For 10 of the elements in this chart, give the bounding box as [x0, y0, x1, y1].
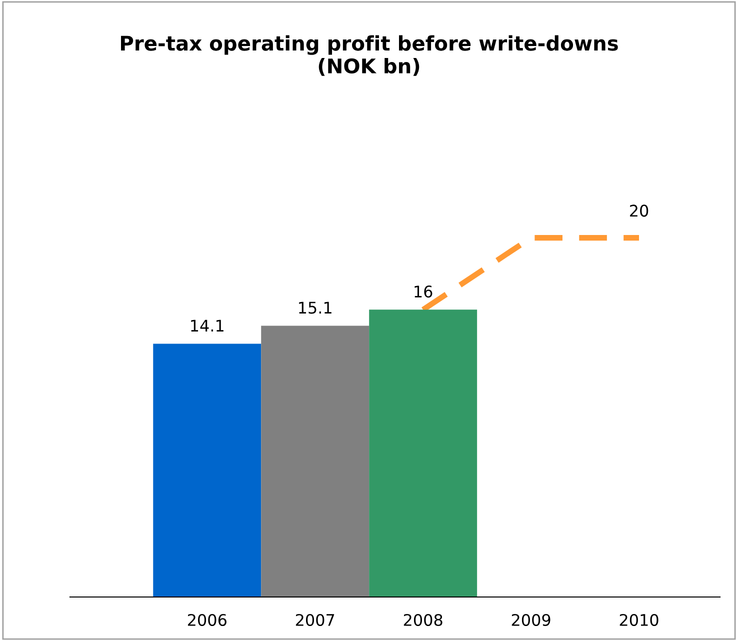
chart-title: Pre-tax operating profit before write-downs (NOK bn) — [121, 35, 618, 76]
data-label: 16 — [414, 285, 432, 298]
data-label: 20 — [630, 204, 648, 217]
data-label: 15.1 — [299, 302, 332, 314]
x-tick-label: 2008 — [404, 614, 442, 626]
data-label: 14.1 — [191, 320, 224, 332]
x-tick-label: 2010 — [620, 614, 658, 626]
x-tick-label: 2007 — [296, 614, 334, 626]
x-tick-label: 2006 — [188, 614, 226, 626]
x-tick-label: 2009 — [512, 614, 550, 626]
